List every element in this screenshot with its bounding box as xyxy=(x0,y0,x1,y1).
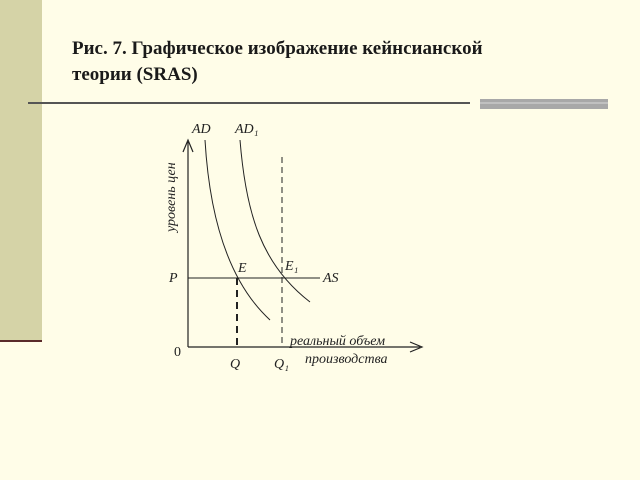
x-axis-label: реальный объем xyxy=(289,334,385,349)
q-label: Q xyxy=(230,357,240,372)
ad1-curve xyxy=(239,139,311,303)
x-axis-arrow xyxy=(409,341,424,353)
title-line: Рис. 7. Графическое изображение кейнсиан… xyxy=(72,38,483,59)
as-label: AS xyxy=(322,271,339,286)
diagram xyxy=(182,138,424,353)
ad-label: AD xyxy=(191,122,211,137)
q1-label: Q₁ xyxy=(274,357,289,372)
x-axis-label: производства xyxy=(305,352,388,367)
y-axis-label: уровень цен xyxy=(164,162,179,234)
e-label: E xyxy=(237,261,247,276)
title-line: теории (SRAS) xyxy=(72,64,198,85)
side-strip xyxy=(0,0,42,340)
ad-curve xyxy=(204,139,271,321)
e1-label: E₁ xyxy=(284,259,298,274)
ad1-label: AD₁ xyxy=(234,122,259,137)
origin-label: 0 xyxy=(174,345,181,360)
y-axis-arrow xyxy=(182,138,194,153)
title-rule-bar xyxy=(480,99,608,109)
price-label: P xyxy=(168,271,178,286)
